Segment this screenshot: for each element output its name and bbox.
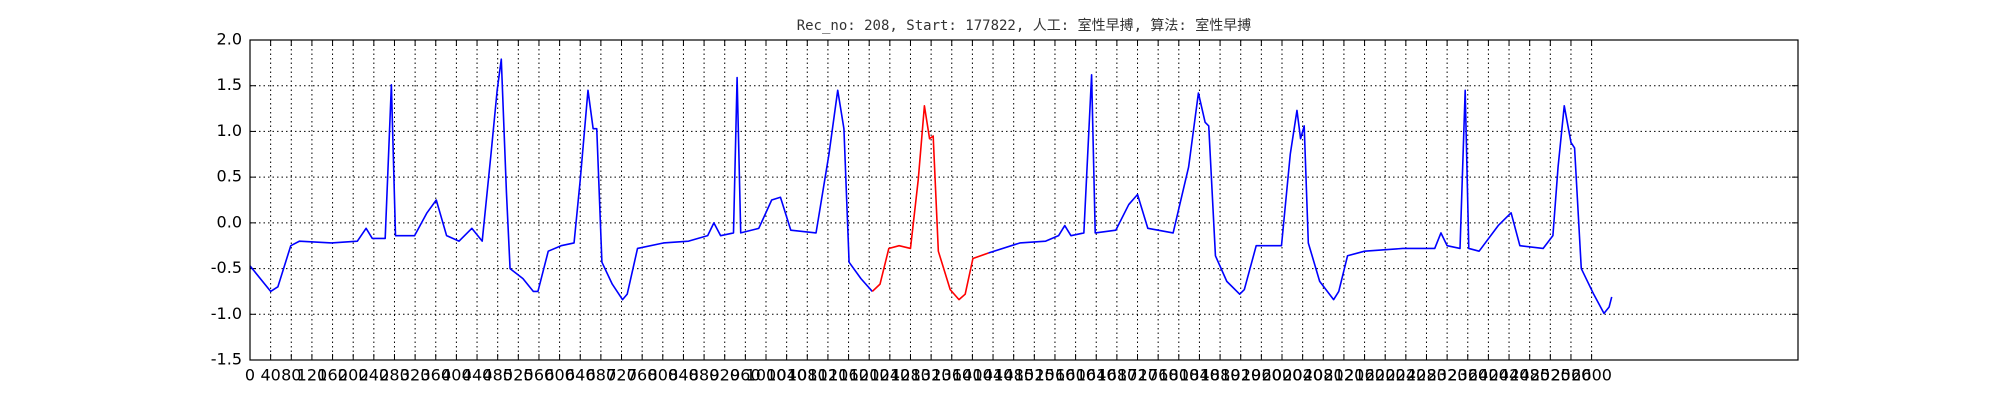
x-tick-label: 280: [379, 366, 410, 385]
x-tick-label: 1120: [808, 366, 849, 385]
y-tick-label: -1.0: [211, 304, 242, 323]
x-tick-label: 120: [297, 366, 328, 385]
x-tick-label: 1720: [1117, 366, 1158, 385]
x-tick-label: 880: [689, 366, 720, 385]
x-tick-label: 1520: [1014, 366, 1055, 385]
x-tick-label: 1560: [1035, 366, 1076, 385]
x-tick-label: 2360: [1447, 366, 1488, 385]
x-tick-label: 1800: [1158, 366, 1199, 385]
x-tick-label: 2160: [1344, 366, 1385, 385]
signal-line: [871, 105, 989, 301]
x-tick-label: 2200: [1365, 366, 1406, 385]
y-tick-label: 2.0: [217, 30, 242, 49]
x-tick-label: 1080: [787, 366, 828, 385]
x-tick-label: 640: [565, 366, 596, 385]
x-tick-label: 240: [359, 366, 390, 385]
x-tick-label: 2520: [1530, 366, 1571, 385]
x-tick-label: 2120: [1324, 366, 1365, 385]
x-tick-label: 760: [627, 366, 658, 385]
x-tick-label: 1640: [1076, 366, 1117, 385]
x-tick-label: 1480: [993, 366, 1034, 385]
x-tick-label: 200: [338, 366, 369, 385]
x-tick-label: 2280: [1406, 366, 1447, 385]
x-tick-label: 400: [441, 366, 472, 385]
y-tick-label: 0.0: [217, 212, 242, 231]
x-tick-label: 1960: [1241, 366, 1282, 385]
x-tick-label: 1240: [869, 366, 910, 385]
x-tick-label: 1920: [1220, 366, 1261, 385]
x-tick-label: 1440: [973, 366, 1014, 385]
x-tick-label: 720: [606, 366, 637, 385]
x-tick-label: 1040: [766, 366, 807, 385]
x-tick-label: 2240: [1385, 366, 1426, 385]
chart-title: Rec_no: 208, Start: 177822, 人工: 室性早搏, 算法…: [797, 17, 1252, 34]
x-tick-label: 600: [544, 366, 575, 385]
x-tick-label: 520: [503, 366, 534, 385]
x-tick-label: 160: [317, 366, 348, 385]
x-tick-label: 1000: [746, 366, 787, 385]
plot-frame: [249, 39, 1799, 361]
x-tick-label: 2080: [1303, 366, 1344, 385]
x-tick-label: 2480: [1509, 366, 1550, 385]
y-tick-label: 1.0: [217, 121, 242, 140]
x-tick-label: 360: [420, 366, 451, 385]
x-tick-label: 1280: [890, 366, 931, 385]
x-tick-label: 1400: [952, 366, 993, 385]
y-tick-label: 0.5: [217, 167, 242, 186]
x-tick-label: 2320: [1427, 366, 1468, 385]
x-tick-label: 1320: [911, 366, 952, 385]
x-tick-label: 80: [281, 366, 301, 385]
y-tick-label: 1.5: [217, 75, 242, 94]
x-tick-label: 2600: [1571, 366, 1612, 385]
y-tick-label: -0.5: [211, 258, 242, 277]
x-tick-label: 1760: [1138, 366, 1179, 385]
x-tick-label: 1880: [1200, 366, 1241, 385]
x-tick-label: 1160: [828, 366, 869, 385]
x-tick-label: 2560: [1551, 366, 1592, 385]
x-tick-label: 2040: [1282, 366, 1323, 385]
signal-line: [249, 58, 1613, 315]
x-tick-label: 1680: [1097, 366, 1138, 385]
x-tick-label: 2000: [1262, 366, 1303, 385]
x-tick-label: 840: [668, 366, 699, 385]
x-tick-label: 480: [482, 366, 513, 385]
x-tick-label: 440: [462, 366, 493, 385]
x-tick-label: 1200: [849, 366, 890, 385]
x-tick-label: 560: [524, 366, 555, 385]
x-tick-label: 320: [400, 366, 431, 385]
x-tick-label: 2400: [1468, 366, 1509, 385]
x-tick-label: 2440: [1489, 366, 1530, 385]
x-tick-label: 680: [586, 366, 617, 385]
x-tick-label: 1600: [1055, 366, 1096, 385]
x-tick-label: 40: [260, 366, 280, 385]
x-tick-label: 920: [709, 366, 740, 385]
x-tick-label: 0: [245, 366, 255, 385]
x-tick-label: 800: [648, 366, 679, 385]
y-tick-label: -1.5: [211, 350, 242, 369]
x-tick-label: 1840: [1179, 366, 1220, 385]
x-tick-label: 960: [730, 366, 761, 385]
x-tick-label: 1360: [931, 366, 972, 385]
